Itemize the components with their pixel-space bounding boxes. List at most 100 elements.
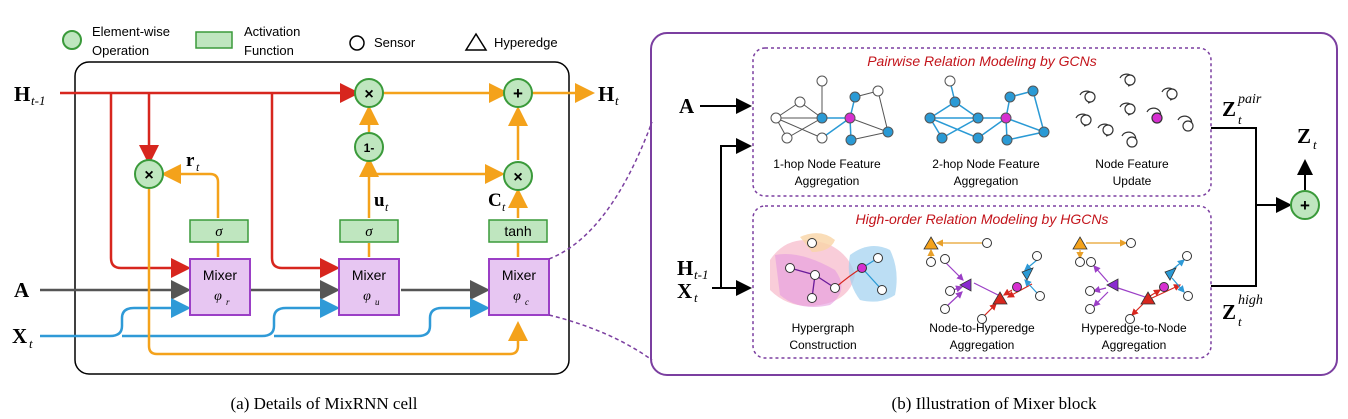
mixer-r-phi: φ (214, 289, 222, 304)
legend-elementwise-label-1: Element-wise (92, 24, 170, 39)
gate-u-label: u (374, 190, 385, 211)
input-h-prev: H (14, 82, 30, 106)
high-step-3-line-1: Hyperedge-to-Node (1081, 321, 1187, 335)
mixer-u-sub: u (375, 297, 380, 307)
graph-update (1075, 73, 1194, 148)
legend: Element-wise Operation Activation Functi… (62, 24, 558, 58)
high-step-2-line-1: Node-to-Hyperedge (929, 321, 1035, 335)
legend-activation-icon (195, 31, 233, 49)
mixer-r-sub: r (226, 297, 230, 307)
pairwise-box (752, 47, 1212, 197)
edge-h-prev-to-mixer-u (270, 93, 340, 278)
mb-input-h-sub: t-1 (694, 267, 708, 282)
graph-2hop (924, 75, 1050, 146)
legend-sensor-icon (349, 35, 365, 51)
high-order-title: High-order Relation Modeling by HGCNs (856, 211, 1109, 227)
gate-c-sub: t (502, 200, 506, 214)
mb-input-x: X (677, 279, 692, 303)
graph-1hop (770, 75, 894, 146)
cell-frame (74, 61, 570, 375)
high-step-1-line-1: Hypergraph (792, 321, 855, 335)
input-x: X (12, 324, 27, 348)
mb-edge-high-to-sum (1211, 205, 1257, 287)
mult-c-node (503, 161, 533, 191)
one-minus-symbol: 1- (364, 141, 375, 155)
mixer-c-label: Mixer (502, 267, 537, 283)
sigma-r-label: σ (215, 224, 223, 240)
output-h: H (598, 82, 614, 106)
mult-c-symbol: × (513, 169, 522, 186)
z-pair-sup: pair (1237, 92, 1262, 107)
graph-hypergraph (770, 233, 897, 308)
zoom-connector-bottom (548, 314, 653, 361)
mixer-c-box (488, 258, 550, 316)
mb-sum-symbol: + (1300, 196, 1310, 215)
z-high-main: Z (1222, 300, 1236, 324)
tanh-box (488, 219, 548, 243)
mixer-u-phi: φ (363, 289, 371, 304)
pairwise-step-1-line-2: Aggregation (795, 174, 860, 188)
mult-r-node (134, 159, 164, 189)
legend-elementwise-label-2: Operation (92, 43, 149, 58)
mult-u-node (354, 78, 384, 108)
caption-b: (b) Illustration of Mixer block (892, 394, 1097, 413)
pairwise-step-3-line-1: Node Feature (1095, 157, 1169, 171)
output-h-sub: t (615, 93, 619, 108)
mb-input-x-sub: t (694, 290, 698, 305)
pairwise-step-2-line-1: 2-hop Node Feature (932, 157, 1040, 171)
z-final-main: Z (1297, 124, 1311, 148)
legend-hyperedge-label: Hyperedge (494, 35, 558, 50)
mult-r-symbol: × (144, 167, 153, 184)
z-pair-sub: t (1238, 112, 1242, 127)
pairwise-step-2-line-2: Aggregation (954, 174, 1019, 188)
sigma-u-box (339, 219, 399, 243)
sigma-u-label: σ (365, 224, 373, 240)
mixer-block-panel: A H t-1 X t Pairwise Relation Modeling b… (650, 32, 1338, 376)
mb-input-a: A (679, 94, 695, 118)
gate-c-label: C (488, 190, 502, 211)
graph-hyperedge-to-node (1072, 236, 1193, 324)
high-order-box (752, 205, 1212, 359)
mb-edge-hx-up (720, 138, 752, 288)
gate-r-label: r (186, 150, 195, 171)
legend-activation-label-1: Activation (244, 24, 300, 39)
mixer-u: Mixer φ u (338, 258, 400, 316)
mb-sum-node (1290, 190, 1320, 220)
sigma-r-box (189, 219, 249, 243)
high-step-2-line-2: Aggregation (950, 338, 1015, 352)
input-h-prev-sub: t-1 (31, 93, 45, 108)
high-step-3-line-2: Aggregation (1102, 338, 1167, 352)
edge-sigma-r-to-mult (161, 164, 220, 218)
mixer-r: Mixer φ r (189, 258, 251, 316)
mixer-r-label: Mixer (203, 267, 238, 283)
legend-activation-label-2: Function (244, 43, 294, 58)
mixer-u-label: Mixer (352, 267, 387, 283)
gate-r-sub: t (196, 160, 200, 174)
one-minus-node (354, 132, 384, 162)
edge-x-to-mixer-u (122, 298, 340, 338)
legend-sensor-label: Sensor (374, 35, 416, 50)
high-step-1-line-2: Construction (789, 338, 856, 352)
plus-node (503, 78, 533, 108)
z-high-sup: high (1238, 293, 1263, 308)
legend-elementwise-icon (62, 30, 82, 50)
edge-h-prev-to-mixer-r (109, 93, 191, 278)
mixer-block-frame (650, 32, 1338, 376)
edge-x-to-mixer-c (274, 298, 490, 338)
mixer-c-sub: c (525, 297, 529, 307)
gate-u-sub: t (385, 200, 389, 214)
tanh-label: tanh (504, 223, 531, 239)
z-high-sub: t (1238, 314, 1242, 329)
mixer-r-box (189, 258, 251, 316)
z-final-sub: t (1313, 137, 1317, 152)
z-pair-main: Z (1222, 97, 1236, 121)
graph-node-to-hyperedge (923, 236, 1045, 324)
mb-input-h: H (677, 256, 693, 280)
mixer-c-phi: φ (513, 289, 521, 304)
mult-u-symbol: × (364, 86, 373, 103)
caption-a: (a) Details of MixRNN cell (231, 394, 418, 413)
legend-hyperedge-icon (464, 32, 488, 51)
edge-mult-r-down (147, 189, 528, 356)
input-x-sub: t (29, 336, 33, 351)
